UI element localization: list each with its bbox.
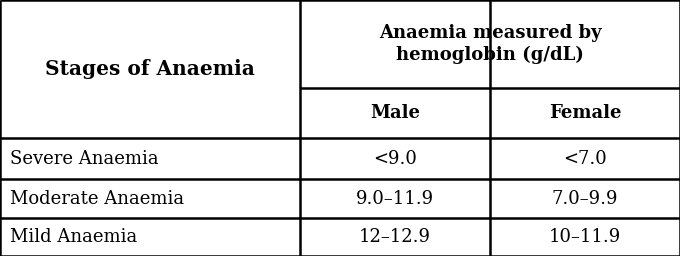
Text: <9.0: <9.0 [373,150,417,167]
Text: 7.0–9.9: 7.0–9.9 [551,189,618,208]
Text: Stages of Anaemia: Stages of Anaemia [45,59,255,79]
Text: Severe Anaemia: Severe Anaemia [10,150,158,167]
Text: 12–12.9: 12–12.9 [359,228,431,246]
Text: 9.0–11.9: 9.0–11.9 [356,189,434,208]
Text: Moderate Anaemia: Moderate Anaemia [10,189,184,208]
Text: Female: Female [549,104,622,122]
Text: <7.0: <7.0 [563,150,607,167]
Text: Mild Anaemia: Mild Anaemia [10,228,137,246]
Text: Male: Male [370,104,420,122]
Text: Anaemia measured by
hemoglobin (g/dL): Anaemia measured by hemoglobin (g/dL) [379,24,601,64]
Text: 10–11.9: 10–11.9 [549,228,621,246]
